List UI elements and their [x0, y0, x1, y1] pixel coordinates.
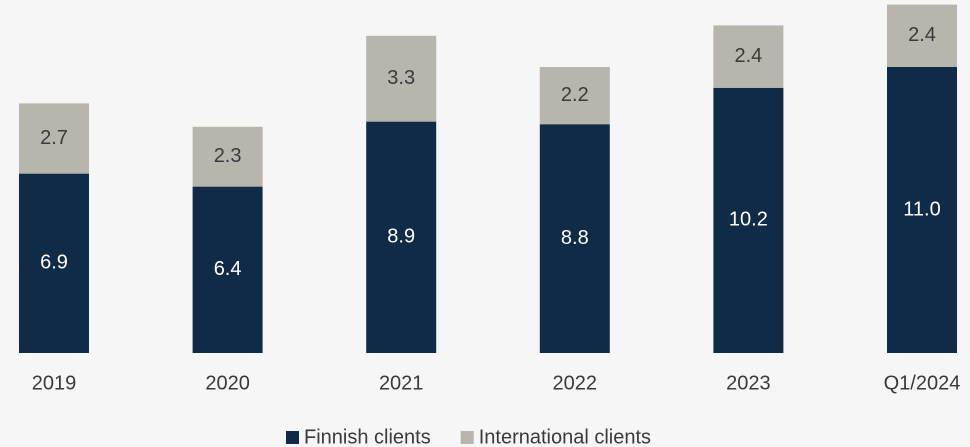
data-label: 2.7 [40, 127, 68, 149]
data-label: 10.2 [729, 209, 768, 231]
legend-swatch [460, 431, 474, 444]
bar-segment [539, 67, 610, 125]
data-label: 2.4 [734, 45, 762, 67]
legend-label: International clients [479, 426, 651, 447]
data-label: 6.9 [40, 252, 68, 274]
data-label: 6.4 [214, 258, 242, 280]
bar-segment [366, 121, 437, 353]
data-label: 8.8 [561, 227, 589, 249]
bar-segment [887, 67, 957, 353]
bar-segment [887, 4, 957, 68]
bar-segment [539, 124, 610, 353]
x-tick-label: 2019 [32, 372, 77, 394]
legend-label: Finnish clients [304, 426, 431, 447]
x-tick-label: 2020 [205, 372, 250, 394]
data-label: 2.2 [561, 84, 589, 106]
legend-swatch [286, 431, 299, 444]
data-label: 2.4 [908, 24, 936, 46]
bar-segment [366, 35, 437, 122]
x-tick-label: 2022 [553, 372, 598, 394]
data-label: 3.3 [387, 67, 415, 89]
bar-segment [19, 173, 89, 353]
bar-segment [713, 87, 784, 354]
x-tick-label: 2021 [379, 372, 424, 394]
bar-segment [192, 186, 263, 353]
bar-segment [713, 25, 784, 88]
x-tick-label: Q1/2024 [884, 372, 961, 394]
data-label: 8.9 [387, 226, 415, 248]
bar-segment [192, 126, 263, 187]
data-label: 2.3 [214, 145, 242, 167]
data-label: 11.0 [903, 198, 940, 220]
bar-segment [19, 103, 89, 174]
x-tick-label: 2023 [726, 372, 771, 394]
